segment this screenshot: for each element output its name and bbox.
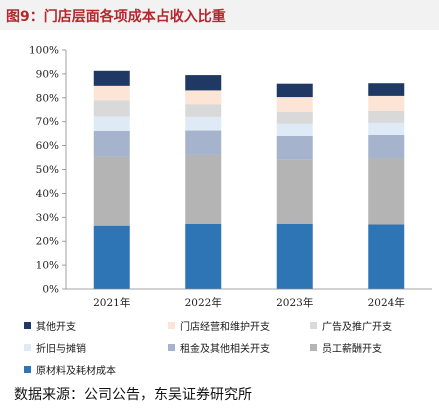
y-tick-label: 50% xyxy=(36,164,59,176)
x-axis: 2021年 2022年 2023年 2024年 xyxy=(66,288,432,309)
bar-segment xyxy=(276,83,313,98)
y-tick-label: 100% xyxy=(29,45,59,57)
bar-segment xyxy=(368,122,405,135)
legend-swatch xyxy=(24,322,31,329)
legend-item: 其他开支 xyxy=(24,318,76,333)
x-tick-label: 2024年 xyxy=(368,296,405,309)
x-tick-label: 2021年 xyxy=(93,296,130,309)
bar-segment xyxy=(368,158,405,225)
x-tick-label: 2023年 xyxy=(276,296,313,309)
bar-segment xyxy=(368,224,405,289)
bar-segment xyxy=(93,70,130,86)
bar-segment xyxy=(368,83,405,96)
bar-segment xyxy=(368,95,405,111)
y-tick-label: 0% xyxy=(42,284,59,296)
title-bar: 图9：门店层面各项成本占收入比重 xyxy=(0,0,439,30)
legend-label: 其他开支 xyxy=(36,322,76,333)
bar-segment xyxy=(93,130,130,157)
bar-segment xyxy=(276,111,313,124)
legend-swatch xyxy=(24,344,31,351)
x-tick-label: 2022年 xyxy=(185,296,222,309)
bar-segment xyxy=(276,159,313,224)
y-tick-label: 10% xyxy=(36,260,59,272)
legend-item: 广告及推广开支 xyxy=(310,318,392,333)
bar-segment xyxy=(276,135,313,160)
bar-segment xyxy=(276,123,313,136)
stacked-bar-chart: 0%10%20%30%40%50%60%70%80%90%100% 2021年 2… xyxy=(29,45,432,309)
legend-label: 员工薪酬开支 xyxy=(322,344,382,355)
bar-segment xyxy=(185,104,222,117)
bar-segment xyxy=(93,156,130,226)
bar-segment xyxy=(276,97,313,112)
legend-swatch xyxy=(310,344,317,351)
legend-swatch xyxy=(24,366,31,373)
chart-title: 图9：门店层面各项成本占收入比重 xyxy=(6,9,226,25)
y-tick-label: 30% xyxy=(36,212,59,224)
legend-label: 广告及推广开支 xyxy=(322,322,392,333)
y-tick-label: 80% xyxy=(36,92,59,104)
bar-segment xyxy=(185,130,222,155)
y-tick-label: 20% xyxy=(36,236,59,248)
bar-segment xyxy=(93,85,130,101)
legend-item: 门店经营和维护开支 xyxy=(168,318,270,333)
y-tick-label: 90% xyxy=(36,68,59,80)
legend-label: 折旧与摊销 xyxy=(36,344,86,355)
legend-swatch xyxy=(168,344,175,351)
bar-segment xyxy=(368,110,405,123)
bar-segment xyxy=(185,154,222,224)
bar-segment xyxy=(185,223,222,289)
legend-swatch xyxy=(168,322,175,329)
bar-segment xyxy=(185,90,222,105)
legend-item: 租金及其他相关开支 xyxy=(168,340,270,355)
y-tick-label: 60% xyxy=(36,140,59,152)
bar-segment xyxy=(93,100,130,117)
y-axis: 0% 10% 20% 30% 40% 50% 60% 70% 80% 90% 100% xyxy=(29,45,67,296)
bar-segment xyxy=(93,225,130,289)
bar-segment xyxy=(93,116,130,131)
bar-segment xyxy=(368,134,405,159)
legend-label: 原材料及耗材成本 xyxy=(36,366,116,377)
legend-item: 折旧与摊销 xyxy=(24,340,86,355)
source-note: 数据来源：公司公告，东吴证券研究所 xyxy=(14,387,252,403)
legend-swatch xyxy=(310,322,317,329)
bars xyxy=(93,70,405,289)
bar-segment xyxy=(185,75,222,91)
legend-label: 租金及其他相关开支 xyxy=(180,344,270,355)
legend-item: 员工薪酬开支 xyxy=(310,340,382,355)
y-tick-label: 40% xyxy=(36,188,59,200)
y-tick-label: 70% xyxy=(36,116,59,128)
bar-segment xyxy=(276,223,313,289)
legend-item: 原材料及耗材成本 xyxy=(24,362,116,377)
legend-label: 门店经营和维护开支 xyxy=(180,322,270,333)
bar-segment xyxy=(185,116,222,131)
